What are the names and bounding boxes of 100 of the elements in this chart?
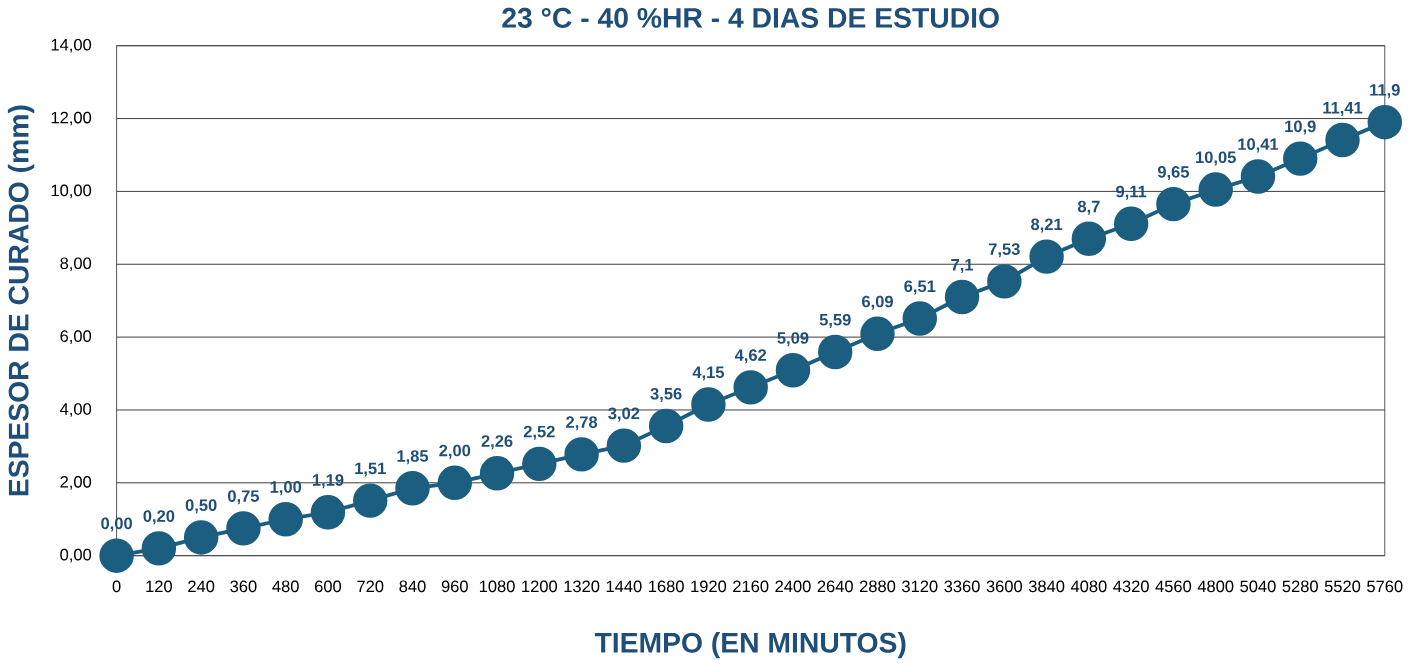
data-label: 11,41 xyxy=(1323,101,1363,116)
data-label: 2,78 xyxy=(566,416,598,431)
data-label: 7,53 xyxy=(988,243,1020,258)
data-label: 10,05 xyxy=(1196,151,1236,166)
data-label: 1,51 xyxy=(355,462,386,477)
data-label: 1,00 xyxy=(270,481,302,496)
data-label: 1,85 xyxy=(397,450,429,465)
x-tick-label: 4560 xyxy=(1155,580,1192,593)
x-tick-label: 2400 xyxy=(775,580,811,593)
point xyxy=(183,520,219,555)
y-tick-label: 14,00 xyxy=(51,38,92,53)
x-tick-label: 3600 xyxy=(986,580,1023,593)
y-axis-title: ESPESOR DE CURADO (mm) xyxy=(7,105,35,496)
y-tick-label: 0,00 xyxy=(60,548,92,563)
point xyxy=(1113,206,1149,241)
x-tick-label: 4320 xyxy=(1113,580,1149,593)
x-tick-label: 840 xyxy=(399,580,426,593)
point xyxy=(564,437,599,472)
point xyxy=(1325,122,1360,158)
x-tick-label: 3120 xyxy=(902,580,938,593)
y-tick-label: 4,00 xyxy=(60,403,92,417)
data-label: 3,56 xyxy=(650,387,682,402)
y-tick-label: 8,00 xyxy=(60,257,92,271)
x-tick-label: 5760 xyxy=(1367,580,1403,593)
x-tick-label: 720 xyxy=(357,580,384,593)
point xyxy=(1283,141,1318,176)
point xyxy=(1071,221,1107,256)
data-label: 3,02 xyxy=(608,407,640,422)
x-tick-label: 2880 xyxy=(859,580,896,593)
point xyxy=(1367,104,1402,140)
point xyxy=(1198,172,1233,207)
data-label: 6,51 xyxy=(904,280,936,295)
x-tick-label: 0 xyxy=(112,580,121,593)
data-label: 6,09 xyxy=(862,295,893,310)
data-label: 10,41 xyxy=(1238,138,1279,153)
data-label: 0,75 xyxy=(228,490,260,505)
y-tick-label: 6,00 xyxy=(60,330,92,344)
x-tick-label: 1680 xyxy=(649,580,684,593)
data-label: 2,00 xyxy=(439,444,471,459)
point xyxy=(479,456,515,491)
x-tick-label: 3360 xyxy=(944,580,980,593)
x-tick-label: 120 xyxy=(146,580,172,593)
point xyxy=(522,446,557,481)
point xyxy=(818,334,853,370)
chart-title: 23 °C - 40 %HR - 4 DIAS DE ESTUDIO xyxy=(502,7,999,28)
x-tick-label: 4080 xyxy=(1070,580,1107,593)
point xyxy=(226,511,261,546)
data-label: 4,62 xyxy=(734,349,767,364)
data-label: 2,26 xyxy=(481,435,513,450)
y-tick-label: 2,00 xyxy=(60,475,92,490)
data-label: 2,52 xyxy=(523,425,555,440)
data-label: 8,7 xyxy=(1077,200,1100,215)
point xyxy=(1240,159,1276,194)
data-label: 4,15 xyxy=(692,366,725,381)
point xyxy=(1029,239,1064,274)
point xyxy=(902,301,937,336)
point xyxy=(395,470,430,506)
point xyxy=(733,370,768,405)
point xyxy=(987,264,1022,299)
x-tick-label: 2640 xyxy=(817,580,853,593)
point xyxy=(268,501,303,537)
point xyxy=(99,538,134,573)
x-tick-label: 600 xyxy=(315,580,342,593)
data-label: 0,50 xyxy=(185,499,217,514)
point xyxy=(1156,186,1191,222)
point xyxy=(691,387,726,422)
point xyxy=(944,279,980,315)
x-tick-label: 4800 xyxy=(1197,580,1234,593)
x-tick-label: 1920 xyxy=(691,580,727,593)
x-tick-label: 480 xyxy=(272,580,299,593)
point xyxy=(141,531,177,566)
point xyxy=(437,465,472,500)
x-tick-label: 360 xyxy=(230,580,257,593)
point xyxy=(775,352,811,388)
point xyxy=(353,483,388,518)
x-tick-label: 1440 xyxy=(606,580,642,593)
data-label: 5,59 xyxy=(819,313,851,328)
x-tick-label: 1080 xyxy=(479,580,515,593)
x-axis-title: TIEMPO (EN MINUTOS) xyxy=(594,631,906,659)
point xyxy=(860,316,895,351)
data-label: 11,9 xyxy=(1370,83,1400,99)
data-label: 5,09 xyxy=(777,332,809,347)
y-tick-label: 10,00 xyxy=(51,184,92,199)
x-tick-label: 5520 xyxy=(1324,580,1361,593)
x-tick-label: 2160 xyxy=(733,580,769,593)
data-label: 10,9 xyxy=(1285,120,1316,135)
data-label: 0,20 xyxy=(143,510,175,525)
point xyxy=(606,428,642,463)
x-tick-label: 3840 xyxy=(1028,580,1065,593)
data-label: 9,65 xyxy=(1157,165,1190,180)
y-tick-label: 12,00 xyxy=(51,111,92,126)
x-tick-label: 5280 xyxy=(1282,580,1318,593)
data-label: 8,21 xyxy=(1031,218,1063,233)
x-tick-label: 1200 xyxy=(522,580,558,593)
x-tick-label: 5040 xyxy=(1240,580,1276,593)
point xyxy=(310,495,346,530)
x-tick-label: 960 xyxy=(441,580,468,593)
x-tick-label: 1320 xyxy=(564,580,600,593)
x-tick-label: 240 xyxy=(188,580,215,593)
point xyxy=(648,408,684,444)
